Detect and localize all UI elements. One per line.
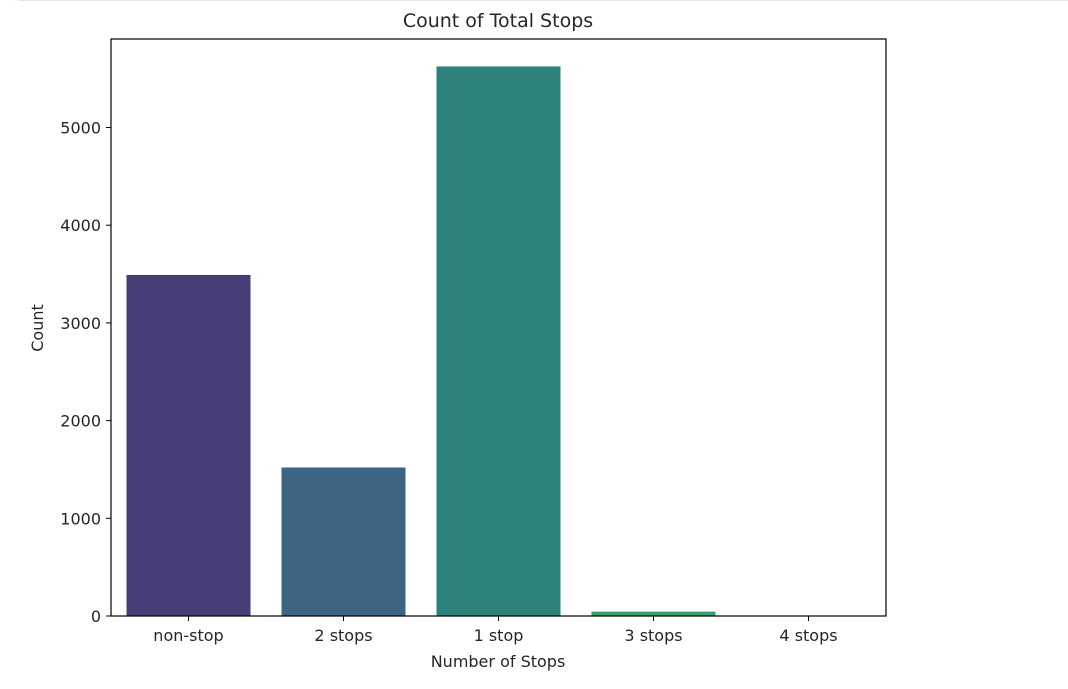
x-tick-label-1: 2 stops — [314, 626, 372, 645]
x-ticks-group: non-stop 2 stops 1 stop 3 stops 4 stops — [153, 616, 838, 645]
x-tick-label-0: non-stop — [153, 626, 223, 645]
x-axis-label: Number of Stops — [431, 652, 566, 671]
chart-title: Count of Total Stops — [403, 10, 593, 32]
y-tick-label-5: 5000 — [60, 119, 101, 138]
bar-3 — [591, 611, 716, 616]
bar-2 — [436, 66, 561, 616]
bar-0 — [126, 274, 251, 616]
y-tick-label-1: 1000 — [60, 509, 101, 528]
bar-1 — [281, 467, 406, 616]
x-tick-label-2: 1 stop — [474, 626, 524, 645]
y-tick-label-3: 3000 — [60, 314, 101, 333]
plot-frame — [110, 38, 887, 617]
y-axis-label: Count — [28, 304, 47, 352]
x-tick-label-4: 4 stops — [779, 626, 837, 645]
y-tick-label-2: 2000 — [60, 412, 101, 431]
y-tick-label-4: 4000 — [60, 216, 101, 235]
x-tick-label-3: 3 stops — [624, 626, 682, 645]
y-tick-label-0: 0 — [91, 607, 101, 626]
y-ticks-group: 0 1000 2000 3000 4000 5000 — [60, 119, 111, 626]
top-divider — [18, 0, 1068, 1]
bars-group — [126, 66, 871, 616]
